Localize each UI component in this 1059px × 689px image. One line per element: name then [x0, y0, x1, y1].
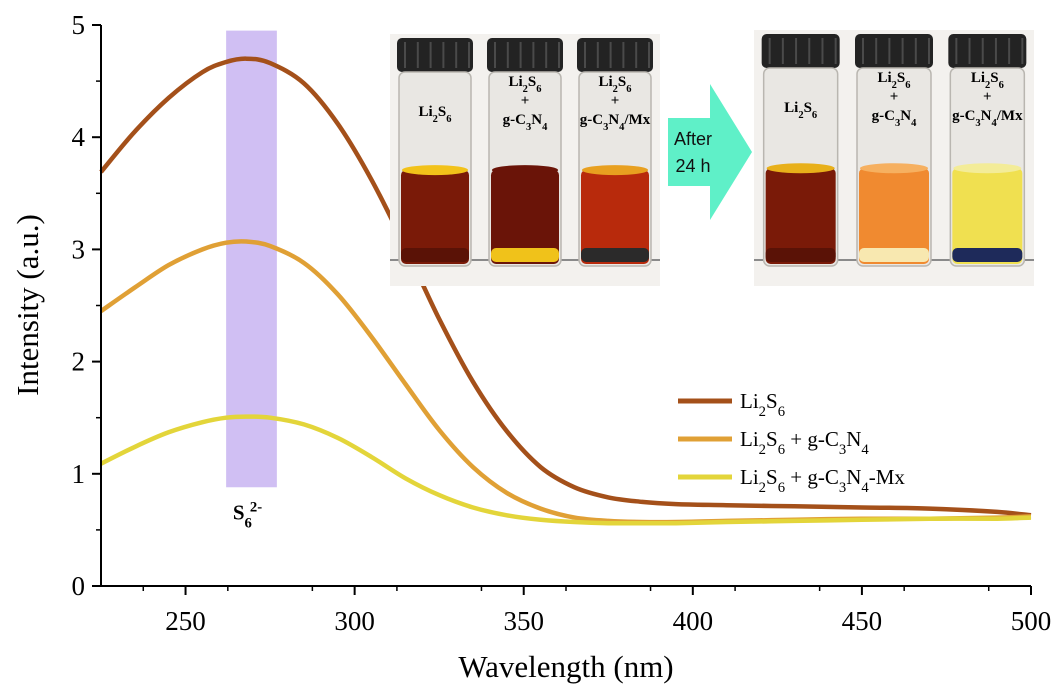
vial: Li2S6+ g-C3N4/Mx	[577, 38, 653, 267]
vial: Li2S6	[761, 34, 840, 267]
x-tick-label: 250	[165, 606, 206, 636]
solution-sediment	[581, 248, 649, 262]
solution-meniscus	[492, 165, 558, 176]
vial-label: g-C3N4	[503, 112, 548, 133]
vial-solution	[401, 170, 469, 264]
x-tick-label: 300	[334, 606, 375, 636]
solution-sediment	[765, 248, 836, 262]
solution-meniscus	[402, 165, 468, 176]
solution-sediment	[952, 248, 1023, 262]
vial-solution	[765, 168, 836, 264]
vial-solution	[859, 168, 929, 264]
vial-solution	[952, 168, 1023, 264]
vial-label: +	[890, 89, 899, 105]
vial-cap	[577, 38, 653, 72]
highlight-band	[226, 30, 277, 488]
after-24h-arrow: After 24 h	[668, 84, 752, 220]
series-line-0	[99, 56, 1032, 518]
solution-meniscus	[582, 165, 648, 176]
y-axis-title: Intensity (a.u.)	[10, 214, 45, 396]
solution-meniscus	[860, 163, 928, 174]
solution-sediment	[859, 248, 929, 262]
vial-cap	[761, 34, 840, 68]
legend-entry-label: Li2S6	[740, 389, 785, 420]
y-tick-label: 2	[72, 347, 86, 377]
vial: Li2S6+ g-C3N4	[855, 34, 933, 267]
vial-label: Li2S6	[418, 104, 451, 125]
vial-solution	[581, 170, 649, 264]
vial-label: Li2S6	[598, 74, 631, 95]
vial-photo-inset: Li2S6Li2S6+g-C3N4Li2S6+g-C3N4/MxLi2S6Li2…	[390, 30, 1034, 286]
vial: Li2S6+ g-C3N4/Mx	[948, 34, 1027, 267]
series-layer	[99, 56, 1032, 526]
series-line-2	[99, 414, 1032, 526]
vial-cap	[397, 38, 473, 72]
solution-sediment	[491, 248, 559, 262]
legend: Li2S6 Li2S6 + g-C3N4 Li2S6 + g-C3N4-Mx	[678, 389, 905, 496]
x-tick-label: 450	[842, 606, 883, 636]
vial-label: Li2S6	[508, 74, 541, 95]
vial-label: +	[983, 89, 992, 105]
x-tick-label: 500	[1011, 606, 1052, 636]
y-tick-label: 0	[72, 571, 86, 601]
vial-label: g-C3N4/Mx	[952, 108, 1023, 129]
vial-cap	[487, 38, 563, 72]
legend-entry-label: Li2S6 + g-C3N4	[740, 427, 869, 458]
vial-label: +	[521, 93, 530, 109]
arrow-label-line1: After	[674, 129, 712, 149]
arrow-shape	[668, 84, 752, 220]
y-tick-label: 3	[72, 234, 86, 264]
x-tick-label: 350	[503, 606, 544, 636]
solution-meniscus	[766, 163, 835, 174]
vial-cap	[948, 34, 1027, 68]
axes: 250 300 350 400 450 500 0 1 2 3 4 5	[72, 10, 1052, 636]
legend-entry-label: Li2S6 + g-C3N4-Mx	[740, 465, 905, 496]
vial-solution	[491, 170, 559, 264]
highlight-band-layer: S62-	[226, 30, 277, 531]
vial: Li2S6+ g-C3N4	[487, 38, 563, 267]
y-tick-label: 1	[72, 459, 86, 489]
vial-label: Li2S6	[784, 100, 817, 121]
x-axis-title: Wavelength (nm)	[458, 649, 673, 684]
x-tick-label: 400	[673, 606, 714, 636]
solution-sediment	[401, 248, 469, 262]
vial-cap	[855, 34, 933, 68]
vial-label: +	[611, 93, 620, 109]
solution-meniscus	[953, 163, 1022, 174]
vial-label: Li2S6	[971, 70, 1004, 91]
band-label: S62-	[233, 499, 262, 531]
vial: Li2S6	[397, 38, 473, 267]
y-tick-label: 5	[72, 10, 86, 40]
vial-label: g-C3N4/Mx	[580, 112, 651, 133]
vial-label: g-C3N4	[872, 108, 917, 129]
y-tick-label: 4	[72, 122, 86, 152]
vial-label: Li2S6	[877, 70, 910, 91]
arrow-label-line2: 24 h	[675, 156, 710, 176]
